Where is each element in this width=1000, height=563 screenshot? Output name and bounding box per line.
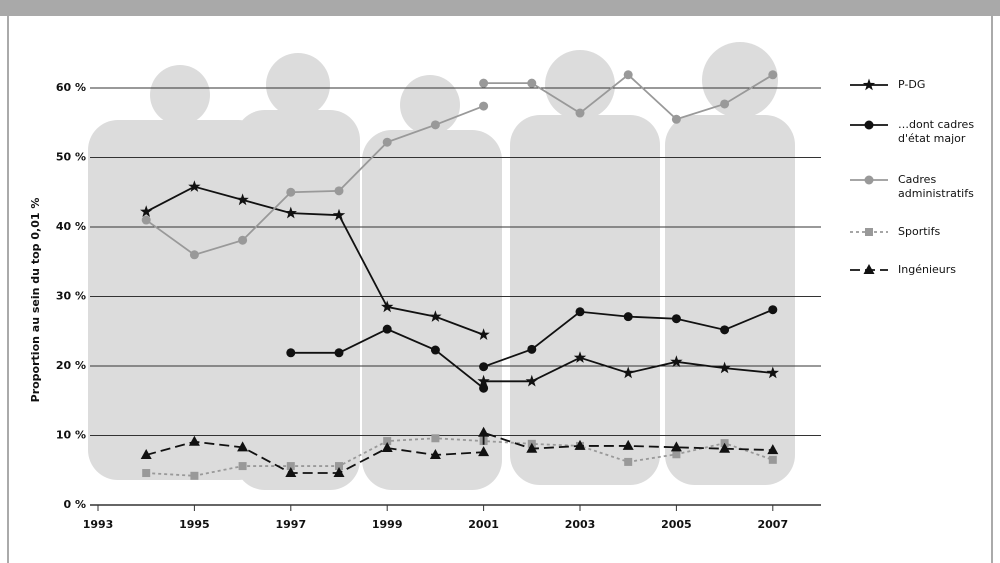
marker <box>575 108 585 118</box>
marker <box>624 457 633 466</box>
marker <box>766 366 779 379</box>
marker <box>285 467 297 478</box>
marker <box>286 348 296 358</box>
marker <box>525 374 538 387</box>
marker <box>768 70 778 80</box>
marker <box>623 70 633 80</box>
marker <box>237 441 249 452</box>
x-tick-label: 1999 <box>372 518 403 531</box>
y-tick-label: 0 % <box>63 498 86 511</box>
marker <box>477 374 490 387</box>
marker <box>671 314 681 324</box>
x-tick-label: 1993 <box>83 518 114 531</box>
marker <box>238 462 247 471</box>
y-tick-label: 60 % <box>56 81 86 94</box>
marker <box>768 305 778 315</box>
legend-label: Ingénieurs <box>898 263 956 276</box>
marker <box>527 78 537 88</box>
marker <box>430 345 440 355</box>
marker <box>188 435 200 446</box>
marker <box>477 328 490 340</box>
marker <box>865 228 873 236</box>
marker <box>864 120 874 130</box>
marker <box>381 300 394 313</box>
marker <box>382 137 392 147</box>
marker <box>671 114 681 124</box>
marker <box>575 307 585 317</box>
x-tick-label: 2007 <box>757 518 788 531</box>
legend-label: Cadres administratifs <box>898 173 974 200</box>
marker <box>479 101 489 111</box>
marker <box>189 250 199 260</box>
series-line <box>146 437 774 477</box>
marker <box>623 312 633 322</box>
marker <box>286 462 295 471</box>
legend-label: P-DG <box>898 78 926 91</box>
marker <box>333 467 345 478</box>
marker <box>767 444 779 455</box>
marker <box>381 442 393 453</box>
x-tick-label: 1997 <box>275 518 306 531</box>
marker <box>574 439 586 450</box>
y-tick-label: 50 % <box>56 151 86 164</box>
marker <box>286 187 296 197</box>
x-tick-label: 2003 <box>565 518 596 531</box>
y-tick-label: 30 % <box>56 290 86 303</box>
marker <box>478 426 490 437</box>
marker <box>382 324 392 334</box>
marker <box>284 206 297 219</box>
marker <box>334 348 344 358</box>
marker <box>720 99 730 109</box>
marker <box>238 235 248 245</box>
marker <box>383 437 392 446</box>
marker <box>141 215 151 225</box>
marker <box>478 446 490 457</box>
marker <box>188 180 201 192</box>
marker <box>573 351 587 363</box>
marker <box>429 310 442 322</box>
marker <box>672 450 681 459</box>
y-tick-label: 40 % <box>56 220 86 233</box>
marker <box>479 362 489 372</box>
marker <box>527 344 537 354</box>
marker <box>864 175 874 185</box>
marker <box>236 193 249 206</box>
marker <box>479 78 489 88</box>
marker <box>140 448 152 459</box>
y-tick-label: 20 % <box>56 359 86 372</box>
y-axis-label: Proportion au sein du top 0,01 % <box>29 198 42 403</box>
silhouettes <box>88 42 795 490</box>
x-tick-label: 2001 <box>468 518 499 531</box>
marker <box>526 442 538 453</box>
marker <box>719 442 731 453</box>
marker <box>190 471 199 480</box>
legend-label: …dont cadres d'état major <box>898 118 975 145</box>
marker <box>768 455 777 464</box>
marker <box>332 208 346 221</box>
marker <box>622 439 634 450</box>
marker <box>429 448 441 459</box>
x-tick-label: 1995 <box>179 518 210 531</box>
marker <box>431 434 440 443</box>
y-tick-label: 10 % <box>56 429 86 442</box>
marker <box>670 355 683 368</box>
marker <box>430 120 440 130</box>
marker <box>622 366 635 379</box>
marker <box>862 78 876 91</box>
marker <box>863 264 875 274</box>
header-band <box>0 0 1000 16</box>
marker <box>335 462 343 471</box>
marker <box>334 186 344 196</box>
x-tick-label: 2005 <box>661 518 692 531</box>
marker <box>718 361 731 374</box>
marker <box>720 325 730 335</box>
marker <box>479 383 489 393</box>
legend-label: Sportifs <box>898 225 941 238</box>
marker <box>142 469 151 478</box>
marker <box>140 205 153 217</box>
marker <box>670 441 682 452</box>
